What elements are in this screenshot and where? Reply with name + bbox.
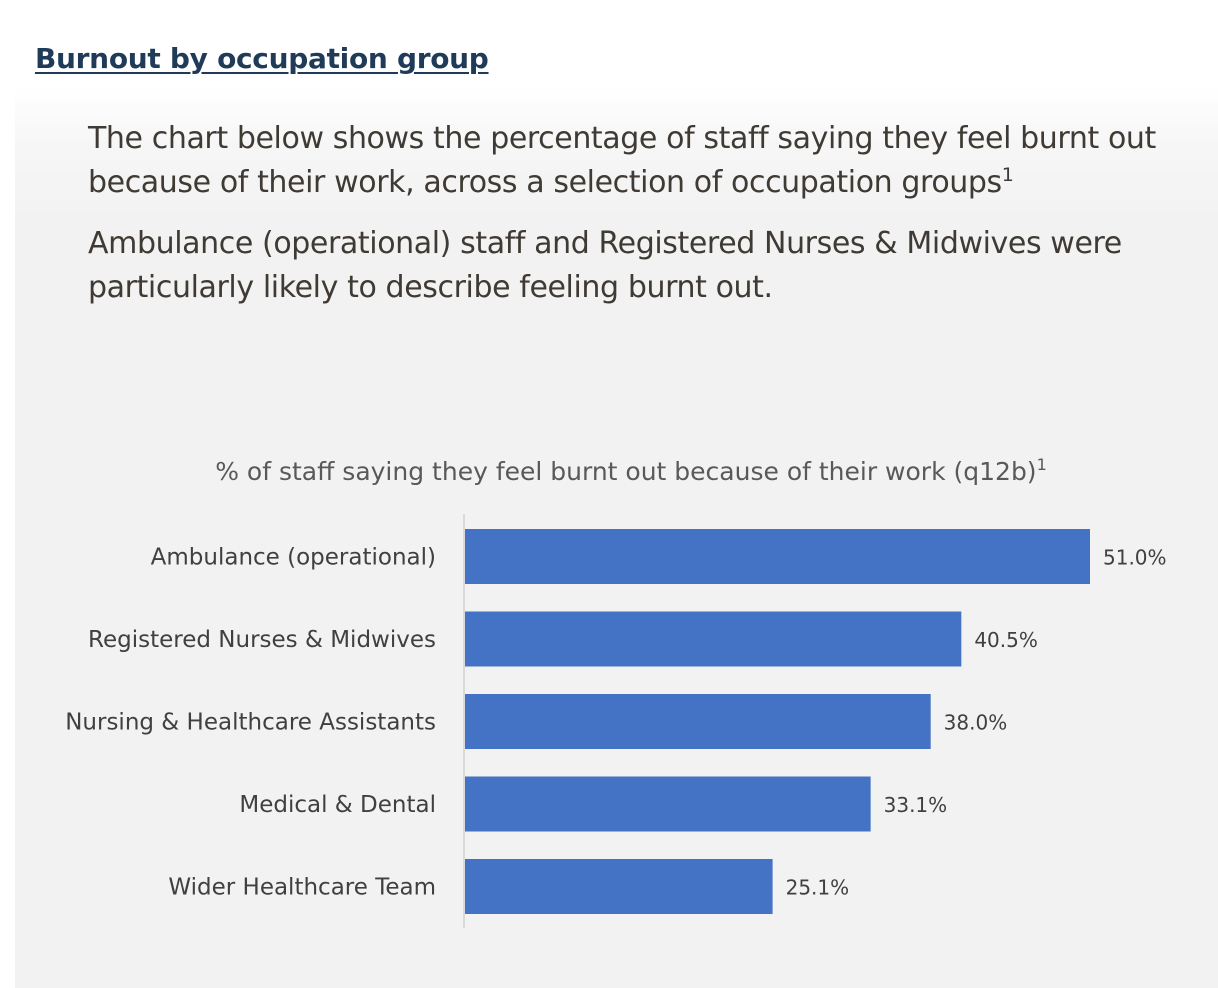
bar	[465, 529, 1090, 584]
data-label: 25.1%	[786, 876, 850, 900]
data-label: 51.0%	[1103, 546, 1167, 570]
data-label: 38.0%	[944, 711, 1008, 735]
category-label: Wider Healthcare Team	[168, 875, 436, 901]
chart-title-text: % of staff saying they feel burnt out be…	[215, 457, 1036, 486]
page-heading: Burnout by occupation group	[35, 42, 489, 75]
intro-footnote-marker: 1	[1001, 164, 1014, 186]
category-label: Registered Nurses & Midwives	[88, 627, 436, 653]
intro-paragraph-1-text: The chart below shows the percentage of …	[88, 121, 1156, 200]
data-label: 33.1%	[884, 793, 948, 817]
intro-paragraph-1: The chart below shows the percentage of …	[88, 117, 1188, 205]
category-label: Ambulance (operational)	[151, 545, 436, 571]
chart-bars: Ambulance (operational) 51.0% Registered N…	[65, 529, 1167, 914]
chart-title-footnote-marker: 1	[1037, 455, 1047, 474]
category-label: Medical & Dental	[239, 792, 436, 818]
category-label: Nursing & Healthcare Assistants	[65, 710, 436, 736]
bar	[465, 694, 931, 749]
data-label: 40.5%	[974, 628, 1038, 652]
bar	[465, 859, 773, 914]
bar	[465, 776, 871, 832]
intro-paragraph-2: Ambulance (operational) staff and Regist…	[88, 226, 1122, 305]
chart-title: % of staff saying they feel burnt out be…	[215, 455, 1047, 486]
bar	[465, 611, 962, 667]
